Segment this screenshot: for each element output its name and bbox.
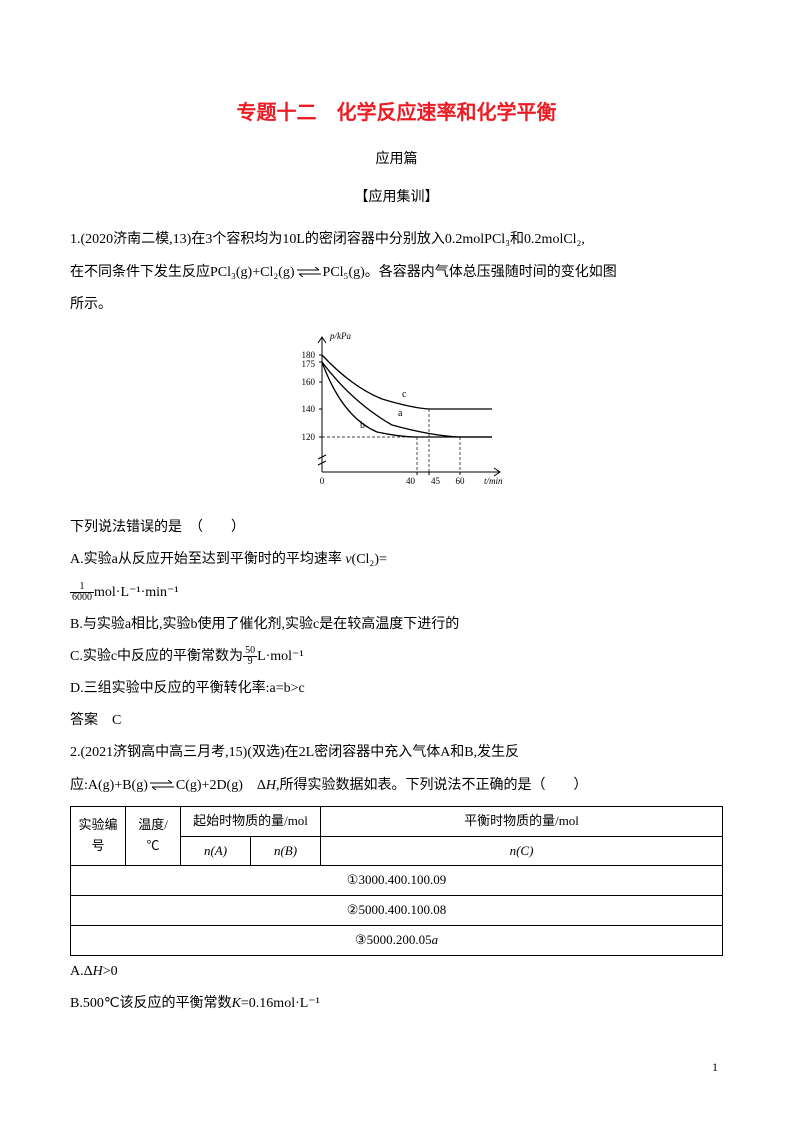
q1-option-d: D.三组实验中反应的平衡转化率:a=b>c — [70, 673, 723, 705]
chart-container: 180 175 160 140 120 p/kPa 0 40 45 60 t/m… — [70, 327, 723, 510]
ytick-120: 120 — [301, 432, 315, 442]
fraction-50-9: 509 — [243, 646, 257, 667]
th-start: 起始时物质的量/mol — [181, 806, 321, 836]
ytick-160: 160 — [301, 377, 315, 387]
q1-prompt: 下列说法错误的是 （ ） — [70, 512, 723, 544]
optA-pre: A.实验a从反应开始至达到平衡时的平均速率 — [70, 552, 345, 567]
optA-post: (Cl₂)= — [352, 552, 387, 567]
table-row: ①3000.400.100.09 — [71, 866, 723, 896]
q1-stem2-post: PCl₅(g)。各容器内气体总压强随时间的变化如图 — [323, 265, 617, 280]
page-number: 1 — [712, 1054, 718, 1082]
q1-stem2-pre: 在不同条件下发生反应PCl₃(g)+Cl₂(g) — [70, 265, 295, 280]
th-nA: n(A) — [181, 836, 251, 866]
frac-den: 9 — [243, 657, 257, 667]
series-b-label: b — [360, 420, 365, 431]
fraction-1-6000: 16000 — [70, 582, 94, 603]
q2-optB-K: K — [232, 996, 241, 1011]
equilibrium-arrow-icon — [148, 780, 176, 790]
q2-optB-pre: B.500℃该反应的平衡常数 — [70, 996, 232, 1011]
nB-text: n(B) — [274, 843, 297, 858]
frac-den: 6000 — [70, 593, 94, 603]
q1-stem-line1: 1.(2020济南二模,13)在3个容积均为10L的密闭容器中分别放入0.2mo… — [70, 224, 723, 256]
experiment-data-table: 实验编号 温度/℃ 起始时物质的量/mol 平衡时物质的量/mol n(A) n… — [70, 806, 723, 956]
ytick-140: 140 — [301, 404, 315, 414]
section-tag: 【应用集训】 — [70, 182, 723, 214]
xtick-0: 0 — [319, 476, 324, 486]
q1-option-b: B.与实验a相比,实验b使用了催化剂,实验c是在较高温度下进行的 — [70, 609, 723, 641]
xtick-45: 45 — [431, 476, 441, 486]
pressure-time-chart: 180 175 160 140 120 p/kPa 0 40 45 60 t/m… — [282, 327, 512, 497]
q1-stem-line2: 在不同条件下发生反应PCl₃(g)+Cl₂(g) PCl₅(g)。各容器内气体总压… — [70, 257, 723, 289]
q2-stem2-mid: C(g)+2D(g) Δ — [176, 778, 266, 793]
equilibrium-arrow-icon — [295, 267, 323, 277]
th-temp: 温度/℃ — [126, 806, 181, 866]
optC-unit: L·mol⁻¹ — [257, 649, 304, 664]
series-c-label: c — [402, 389, 407, 400]
q1-stem-line3: 所示。 — [70, 289, 723, 321]
q2-option-b: B.500℃该反应的平衡常数K=0.16mol·L⁻¹ — [70, 988, 723, 1020]
th-eq: 平衡时物质的量/mol — [321, 806, 723, 836]
q2-stem2-post: ,所得实验数据如表。下列说法不正确的是（ ） — [276, 778, 588, 793]
q1-option-a-line2: 16000mol·L⁻¹·min⁻¹ — [70, 577, 723, 609]
x-axis-label: t/min — [484, 476, 503, 486]
q2-optB-post: =0.16mol·L⁻¹ — [241, 996, 320, 1011]
q2-optA-post: >0 — [103, 964, 118, 979]
series-a-label: a — [398, 408, 403, 419]
q2-stem2-pre: 应:A(g)+B(g) — [70, 778, 148, 793]
q2-option-a: A.ΔH>0 — [70, 956, 723, 988]
table-row: ③5000.200.05a — [71, 926, 723, 956]
th-nB: n(B) — [251, 836, 321, 866]
optA-unit: mol·L⁻¹·min⁻¹ — [94, 585, 179, 600]
ytick-175: 175 — [301, 359, 315, 369]
q1-option-c: C.实验c中反应的平衡常数为509L·mol⁻¹ — [70, 641, 723, 673]
q1-option-a-line1: A.实验a从反应开始至达到平衡时的平均速率 v(Cl₂)= — [70, 544, 723, 576]
q2-optA-pre: A.Δ — [70, 964, 93, 979]
nC-text: n(C) — [510, 843, 534, 858]
xtick-60: 60 — [455, 476, 465, 486]
q1-answer: 答案 C — [70, 705, 723, 737]
q2-stem-line2: 应:A(g)+B(g) C(g)+2D(g) ΔH,所得实验数据如表。下列说法不正… — [70, 770, 723, 802]
optC-pre: C.实验c中反应的平衡常数为 — [70, 649, 243, 664]
q2-optA-H: H — [93, 964, 103, 979]
y-axis-label: p/kPa — [329, 331, 351, 341]
table-row: ②5000.400.100.08 — [71, 896, 723, 926]
r3-a: a — [432, 932, 439, 947]
page-title: 专题十二 化学反应速率和化学平衡 — [70, 90, 723, 136]
subtitle: 应用篇 — [70, 144, 723, 176]
th-exp: 实验编号 — [71, 806, 126, 866]
nA-text: n(A) — [204, 843, 227, 858]
th-nC: n(C) — [321, 836, 723, 866]
r3-pre: ③5000.200.05 — [355, 932, 432, 947]
q2-stem2-H: H — [266, 778, 276, 793]
q2-stem-line1: 2.(2021济钢高中高三月考,15)(双选)在2L密闭容器中充入气体A和B,发… — [70, 737, 723, 769]
xtick-40: 40 — [406, 476, 416, 486]
